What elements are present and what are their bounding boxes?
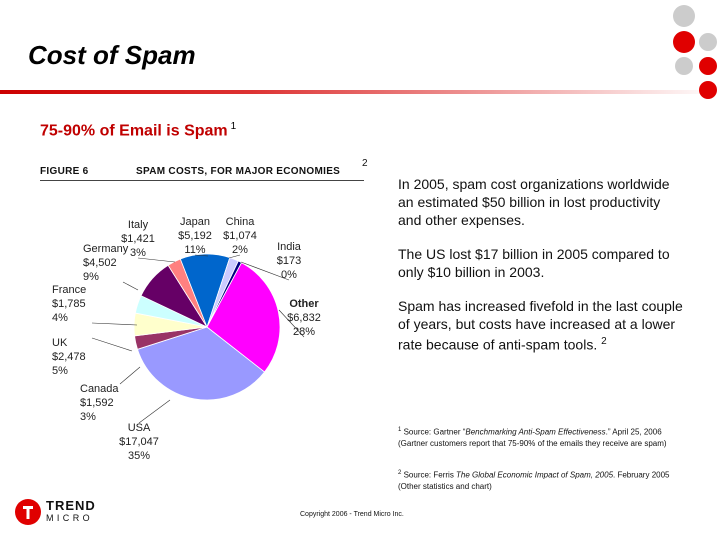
pie-label-percent: 35% [127,450,151,462]
pie-label-name: Germany [83,243,129,255]
pie-label-china: China $1,074 2% [210,215,270,257]
subtitle-footnote: 1 [230,121,237,132]
figure-label: FIGURE 6 [40,166,89,177]
pie-slice-usa [136,326,266,401]
dot-red-2 [699,57,717,75]
footnote-2-a: Source: Ferris [403,470,457,480]
pie-label-percent: 3% [80,411,96,423]
paragraph-2: The US lost $17 billion in 2005 compared… [398,246,670,280]
footnote-1-b: .” April 25, 2006 (Gartner customers rep… [398,427,667,448]
decorative-dots [673,5,717,99]
figure-header: FIGURE 6 SPAM COSTS, FOR MAJOR ECONOMIES… [40,158,368,177]
pie-label-other: Other $6,832 28% [274,297,334,339]
pie-label-percent: 0% [281,269,297,281]
pie-label-value: $5,192 [178,230,212,242]
pie-label-value: $1,785 [52,298,86,310]
pie-label-value: $173 [276,255,302,267]
footnote-2: 2 Source: Ferris The Global Economic Imp… [398,468,690,492]
logo-subword: MICRO [46,513,93,523]
footnote-2-ref: 2 [398,470,402,476]
pie-label-percent: 9% [83,271,99,283]
pie-label-name: India [277,241,301,253]
pie-label-percent: 28% [292,326,316,338]
figure-rule [40,180,364,181]
pie-label-name: Japan [180,216,210,228]
logo-word: TREND [46,498,96,513]
dot-gray-2 [699,33,717,51]
pie-label-india: India $173 0% [259,240,319,282]
footnote-1-a: Source: Gartner “ [403,427,466,437]
pie-label-value: $2,478 [52,351,86,363]
slide-title: Cost of Spam [28,40,196,70]
dot-red-1 [673,31,695,53]
paragraph-3: Spam has increased fivefold in the last … [398,297,683,354]
paragraph-3-ref: 2 [601,336,607,347]
copyright: Copyright 2006 - Trend Micro Inc. [300,511,404,518]
pie-label-usa: USA $17,047 35% [109,421,169,463]
leader-line-france [91,322,138,326]
pie-label-value: $1,592 [80,397,114,409]
logo-ball-icon [15,499,41,525]
pie-label-value: $17,047 [119,436,159,448]
pie-label-percent: 3% [130,247,146,259]
pie-label-name: China [225,216,255,228]
pie-label-name: USA [127,422,151,434]
leader-line-india [240,261,290,281]
dot-red-3 [699,81,717,99]
paragraph-1: In 2005, spam cost organizations worldwi… [398,176,670,228]
pie-label-name: UK [52,337,68,349]
footnote-1-ref: 1 [398,427,402,433]
pie-label-italy: Italy $1,421 3% [108,218,168,260]
leader-line-canada [119,366,141,385]
leader-line-japan [194,254,209,257]
pie-label-japan: Japan $5,192 11% [165,215,225,257]
pie-label-percent: 5% [52,365,68,377]
pie-label-percent: 11% [184,244,206,256]
footnote-2-italic: The Global Economic Impact of Spam, 2005 [456,470,614,480]
subtitle-text: 75-90% of Email is Spam [40,122,228,140]
pie-label-percent: 4% [52,312,68,324]
spam-cost-pie-chart [91,253,305,424]
pie-label-value: $1,421 [121,233,155,245]
figure-footnote-ref: 2 [362,158,368,169]
trend-micro-logo: TREND MICRO [12,496,102,528]
leader-line-italy [137,257,176,263]
footnote-1-italic: Benchmarking Anti-Spam Effectiveness [465,427,606,437]
pie-label-name: Other [289,298,319,310]
leader-line-other [278,309,305,338]
pie-label-germany: Germany $4,502 9% [83,242,128,284]
pie-label-france: France $1,785 4% [52,283,86,325]
pie-slice-other [206,262,281,373]
leader-line-germany [122,281,139,291]
leader-line-uk [91,337,133,352]
pie-label-value: $6,832 [287,312,321,324]
leader-line-usa [138,399,171,424]
paragraph-3-text: Spam has increased fivefold in the last … [398,298,683,353]
pie-label-name: Canada [80,383,119,395]
pie-label-value: $4,502 [83,257,117,269]
title-rule [0,90,720,94]
pie-label-percent: 2% [232,244,248,256]
footnote-1: 1 Source: Gartner “Benchmarking Anti-Spa… [398,425,690,449]
pie-label-name: France [52,284,87,296]
dot-gray-1 [673,5,695,27]
dot-gray-3 [675,57,693,75]
pie-label-uk: UK $2,478 5% [52,336,86,378]
figure-title: SPAM COSTS, FOR MAJOR ECONOMIES [136,166,341,177]
subtitle: 75-90% of Email is Spam 1 [40,121,236,140]
footnote-2-b: . February 2005 (Other statistics and ch… [398,470,670,491]
pie-label-canada: Canada $1,592 3% [80,382,119,424]
pie-label-name: Italy [127,219,149,231]
pie-label-value: $1,074 [223,230,257,242]
leader-line-china [228,254,241,259]
